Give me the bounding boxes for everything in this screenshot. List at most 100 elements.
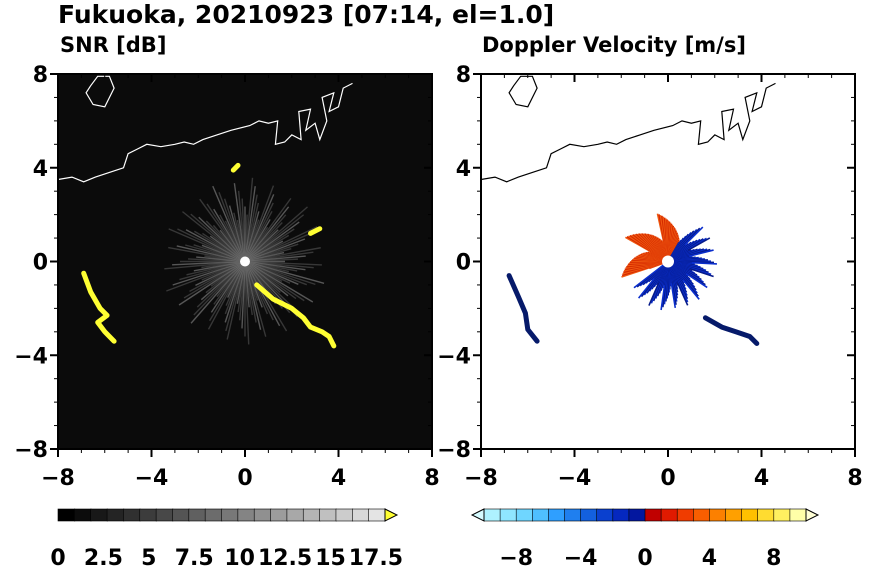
colorbar-swatch	[741, 508, 759, 522]
colorbar-swatch	[644, 508, 662, 522]
echo-southeast-band	[254, 282, 337, 349]
y-tick-label: 8	[456, 63, 471, 88]
colorbar-swatch	[172, 508, 190, 522]
colorbar-extend-low	[470, 508, 485, 522]
doppler-panel: −8 −8 −4 −4 0 0 4 4 8 8	[437, 63, 862, 491]
colorbar-label: 10	[224, 546, 255, 570]
colorbar-swatch	[676, 508, 695, 522]
noise-ray	[244, 258, 298, 263]
echo-ne-spot	[308, 226, 323, 236]
colorbar-swatch	[106, 508, 125, 522]
y-tick-label: 4	[456, 157, 471, 182]
colorbar-label: 8	[766, 546, 781, 570]
colorbar-swatch	[155, 508, 174, 522]
snr-noise-field	[164, 177, 325, 345]
echo-southeast-band	[702, 315, 760, 346]
colorbar-swatch	[253, 508, 272, 522]
coastline	[58, 82, 353, 183]
x-tick-label: −8	[41, 466, 75, 491]
colorbar-swatch	[221, 508, 239, 522]
x-tick-label: 0	[660, 466, 675, 491]
colorbar-swatch	[596, 508, 614, 522]
colorbar-label: 0	[637, 546, 652, 570]
y-tick-label: −8	[437, 438, 471, 463]
colorbar-swatch	[57, 508, 76, 522]
x-tick-label: 0	[237, 466, 252, 491]
colorbar-swatch	[139, 508, 157, 522]
colorbar-swatch	[483, 508, 501, 522]
colorbar-label: 2.5	[84, 546, 123, 570]
x-tick-label: −4	[558, 466, 592, 491]
echo-north-spot	[230, 162, 241, 173]
figure-title: Fukuoka, 20210923 [07:14, el=1.0]	[58, 0, 555, 29]
colorbar-swatch	[628, 508, 646, 522]
y-tick-label: −8	[14, 438, 48, 463]
x-tick-label: −8	[464, 466, 498, 491]
y-tick-label: −4	[14, 344, 48, 369]
coastline	[481, 82, 776, 183]
colorbar-swatch	[204, 508, 223, 522]
snr-panel-title: SNR [dB]	[60, 33, 167, 57]
colorbar-swatch	[188, 508, 206, 522]
x-tick-label: 4	[331, 466, 346, 491]
colorbar-swatch	[789, 508, 807, 522]
colorbar-swatch	[612, 508, 630, 522]
colorbar-swatch	[74, 508, 92, 522]
colorbar-swatch	[368, 508, 386, 522]
colorbar-swatch	[499, 508, 518, 522]
colorbar-swatch	[351, 508, 370, 522]
colorbar-swatch	[580, 508, 598, 522]
colorbar-swatch	[692, 508, 711, 522]
radar-site	[240, 256, 250, 267]
doppler-ray	[633, 260, 669, 289]
colorbar-label: 7.5	[175, 546, 214, 570]
colorbar-label: 5	[141, 546, 156, 570]
x-tick-label: 8	[847, 466, 862, 491]
x-tick-label: 8	[424, 466, 439, 491]
snr-colorbar: 0 2.5 5 7.5 10 12.5 15 17.5	[50, 508, 403, 570]
x-tick-label: −4	[135, 466, 169, 491]
colorbar-swatch	[90, 508, 108, 522]
colorbar-label: 0	[50, 546, 65, 570]
plot-content	[58, 75, 353, 349]
colorbar-extend-high	[384, 508, 399, 522]
colorbar-swatch	[237, 508, 256, 522]
y-tick-label: 8	[33, 63, 48, 88]
plot-content	[481, 75, 776, 346]
y-tick-label: −4	[437, 344, 471, 369]
colorbar-label: 17.5	[349, 546, 403, 570]
colorbar-swatch	[286, 508, 305, 522]
colorbar-swatch	[773, 508, 791, 522]
colorbar-label: 12.5	[258, 546, 312, 570]
radar-site	[662, 255, 674, 268]
colorbar-label: −4	[564, 546, 598, 570]
colorbar-extend-high	[805, 508, 820, 522]
island-outline	[85, 75, 115, 108]
y-tick-label: 0	[456, 251, 471, 276]
echo-west-band	[81, 270, 117, 344]
echo-west-band	[506, 273, 540, 344]
colorbar-label: −8	[499, 546, 533, 570]
doppler-panel-title: Doppler Velocity [m/s]	[482, 33, 746, 57]
colorbar-label: 15	[315, 546, 346, 570]
colorbar-swatch	[709, 508, 727, 522]
colorbar-swatch	[725, 508, 743, 522]
colorbar-label: 4	[702, 546, 717, 570]
colorbar-swatch	[515, 508, 534, 522]
colorbar-swatch	[564, 508, 582, 522]
y-tick-label: 4	[33, 157, 48, 182]
snr-panel: −8 −8 −4 −4 0 0 4 4 8 8	[14, 63, 439, 491]
colorbar-swatch	[123, 508, 141, 522]
colorbar-swatch	[335, 508, 354, 522]
colorbar-swatch	[757, 508, 775, 522]
colorbar-swatch	[270, 508, 288, 522]
colorbar-swatch	[660, 508, 678, 522]
colorbar-swatch	[302, 508, 321, 522]
island-outline	[508, 75, 538, 108]
colorbar-swatch	[319, 508, 337, 522]
x-tick-label: 4	[754, 466, 769, 491]
y-tick-label: 0	[33, 251, 48, 276]
colorbar-swatch	[548, 508, 566, 522]
colorbar-swatch	[531, 508, 550, 522]
